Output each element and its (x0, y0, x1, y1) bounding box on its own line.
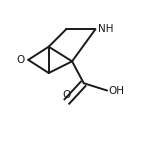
Text: O: O (16, 55, 25, 65)
Text: O: O (62, 90, 70, 100)
Text: OH: OH (109, 86, 125, 95)
Text: NH: NH (98, 24, 113, 34)
